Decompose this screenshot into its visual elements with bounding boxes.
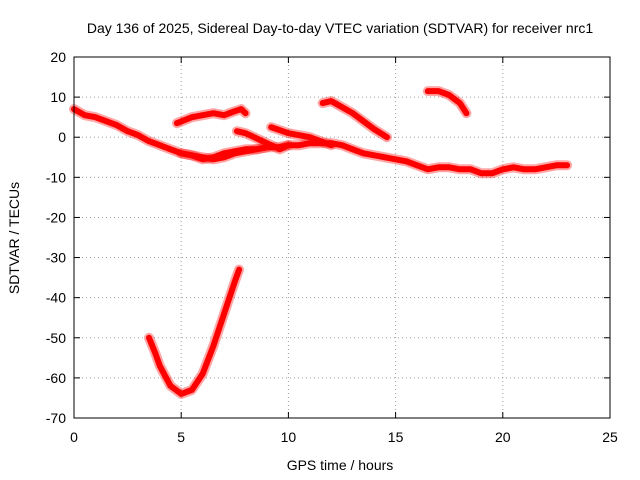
series-band-arc-dip xyxy=(176,142,272,165)
y-tick-label: -50 xyxy=(46,330,66,346)
x-tick-label: 5 xyxy=(177,429,185,445)
x-tick-label: 10 xyxy=(281,429,297,445)
series-line-segment-8h xyxy=(233,128,292,153)
grid xyxy=(74,57,610,418)
x-tick-label: 25 xyxy=(602,429,618,445)
x-tick-label: 20 xyxy=(495,429,511,445)
y-tick-label: -30 xyxy=(46,250,66,266)
x-tick-label: 15 xyxy=(388,429,404,445)
series-line-arc-upper xyxy=(173,106,249,127)
series-band-segment-9h xyxy=(266,122,337,151)
series-line-arc-17h xyxy=(424,88,470,117)
series-layer xyxy=(69,86,573,399)
series-band-arc-upper xyxy=(171,104,251,129)
y-tick-label: 20 xyxy=(50,49,66,65)
series-line-segment-9h xyxy=(268,124,335,149)
y-tick-label: -60 xyxy=(46,370,66,386)
chart-title: Day 136 of 2025, Sidereal Day-to-day VTE… xyxy=(87,20,593,36)
y-tick-label: -70 xyxy=(46,410,66,426)
series-band-arc-17h xyxy=(422,86,472,119)
y-tick-label: -40 xyxy=(46,290,66,306)
plot-frame xyxy=(73,56,611,419)
series-band-deep-dip xyxy=(144,264,245,399)
ticks: 0 5 10 15 20 25 20 10 0 -10 -20 -30 -40 -50 -60 -70 xyxy=(46,49,618,445)
y-axis-label: SDTVAR / TECUs xyxy=(6,182,22,294)
series-band-arc-12h xyxy=(317,96,392,143)
y-tick-label: -10 xyxy=(46,169,66,185)
series-band-segment-8h xyxy=(231,126,294,155)
x-axis-label: GPS time / hours xyxy=(287,457,394,473)
series-line-arc-12h xyxy=(319,98,390,141)
x-tick-label: 0 xyxy=(70,429,78,445)
series-line-deep-dip xyxy=(146,266,243,397)
series-line-arc-dip xyxy=(178,144,270,163)
y-tick-label: -20 xyxy=(46,209,66,225)
y-tick-label: 10 xyxy=(50,89,66,105)
y-tick-label: 0 xyxy=(58,129,66,145)
